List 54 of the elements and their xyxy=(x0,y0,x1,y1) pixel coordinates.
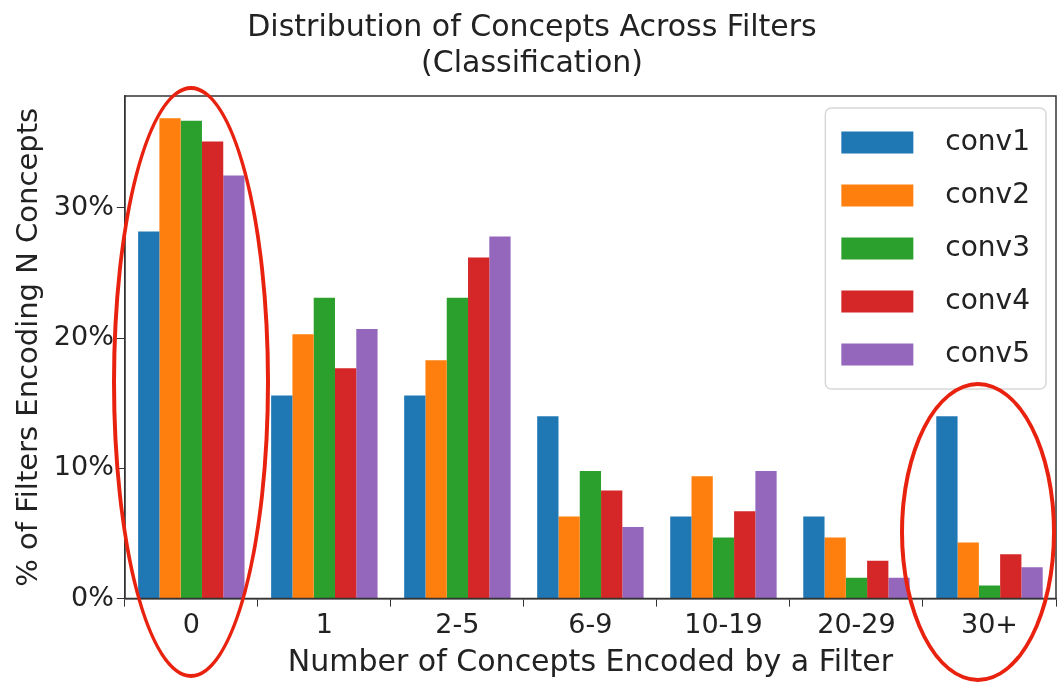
bar xyxy=(803,516,825,599)
x-tick-label: 1 xyxy=(315,607,333,639)
legend-label: conv1 xyxy=(945,123,1030,157)
y-tick-label: 30% xyxy=(53,189,114,221)
y-axis-title: % of Filters Encoding N Concepts xyxy=(9,107,44,587)
bar xyxy=(313,297,335,599)
bar xyxy=(734,511,756,599)
bar xyxy=(1000,554,1022,599)
bar xyxy=(292,334,314,599)
bar xyxy=(446,297,469,599)
bar xyxy=(957,542,979,599)
bar xyxy=(755,471,777,599)
bar xyxy=(404,395,426,599)
x-axis-title: Number of Concepts Encoded by a Filter xyxy=(287,642,894,678)
bar xyxy=(159,118,181,599)
bar xyxy=(978,585,1001,599)
x-tick-label: 6-9 xyxy=(568,607,613,639)
bar xyxy=(845,577,868,599)
bar xyxy=(712,537,735,599)
bar xyxy=(223,175,245,599)
bar xyxy=(601,490,623,599)
bar xyxy=(622,526,644,599)
bar xyxy=(468,257,490,599)
chart-subtitle: (Classification) xyxy=(421,43,643,79)
y-tick-label: 0% xyxy=(70,580,114,612)
legend-label: conv5 xyxy=(945,335,1030,369)
legend-label: conv3 xyxy=(945,229,1030,263)
bar xyxy=(489,236,511,599)
bar xyxy=(1021,567,1043,599)
chart-title: Distribution of Concepts Across Filters xyxy=(247,7,817,43)
bar xyxy=(271,395,293,599)
legend-label: conv4 xyxy=(945,282,1030,316)
bar xyxy=(867,560,889,599)
bar xyxy=(579,471,602,599)
bar xyxy=(936,416,958,599)
x-tick-label: 30+ xyxy=(960,607,1018,639)
x-tick-label: 2-5 xyxy=(435,607,480,639)
legend-label: conv2 xyxy=(945,176,1030,210)
y-tick-label: 10% xyxy=(53,450,114,482)
bar xyxy=(201,141,224,599)
bar xyxy=(180,120,202,599)
bar xyxy=(356,329,378,599)
bar xyxy=(537,416,559,599)
bar xyxy=(824,537,846,599)
bar xyxy=(425,360,447,599)
bar xyxy=(670,516,692,599)
x-tick-label: 10-19 xyxy=(684,607,763,639)
bar xyxy=(334,368,357,599)
bar xyxy=(558,516,580,599)
x-tick-label: 20-29 xyxy=(817,607,896,639)
x-tick-label: 0 xyxy=(182,607,200,639)
bar xyxy=(691,476,713,599)
y-tick-label: 20% xyxy=(53,320,114,352)
bar xyxy=(138,231,160,599)
